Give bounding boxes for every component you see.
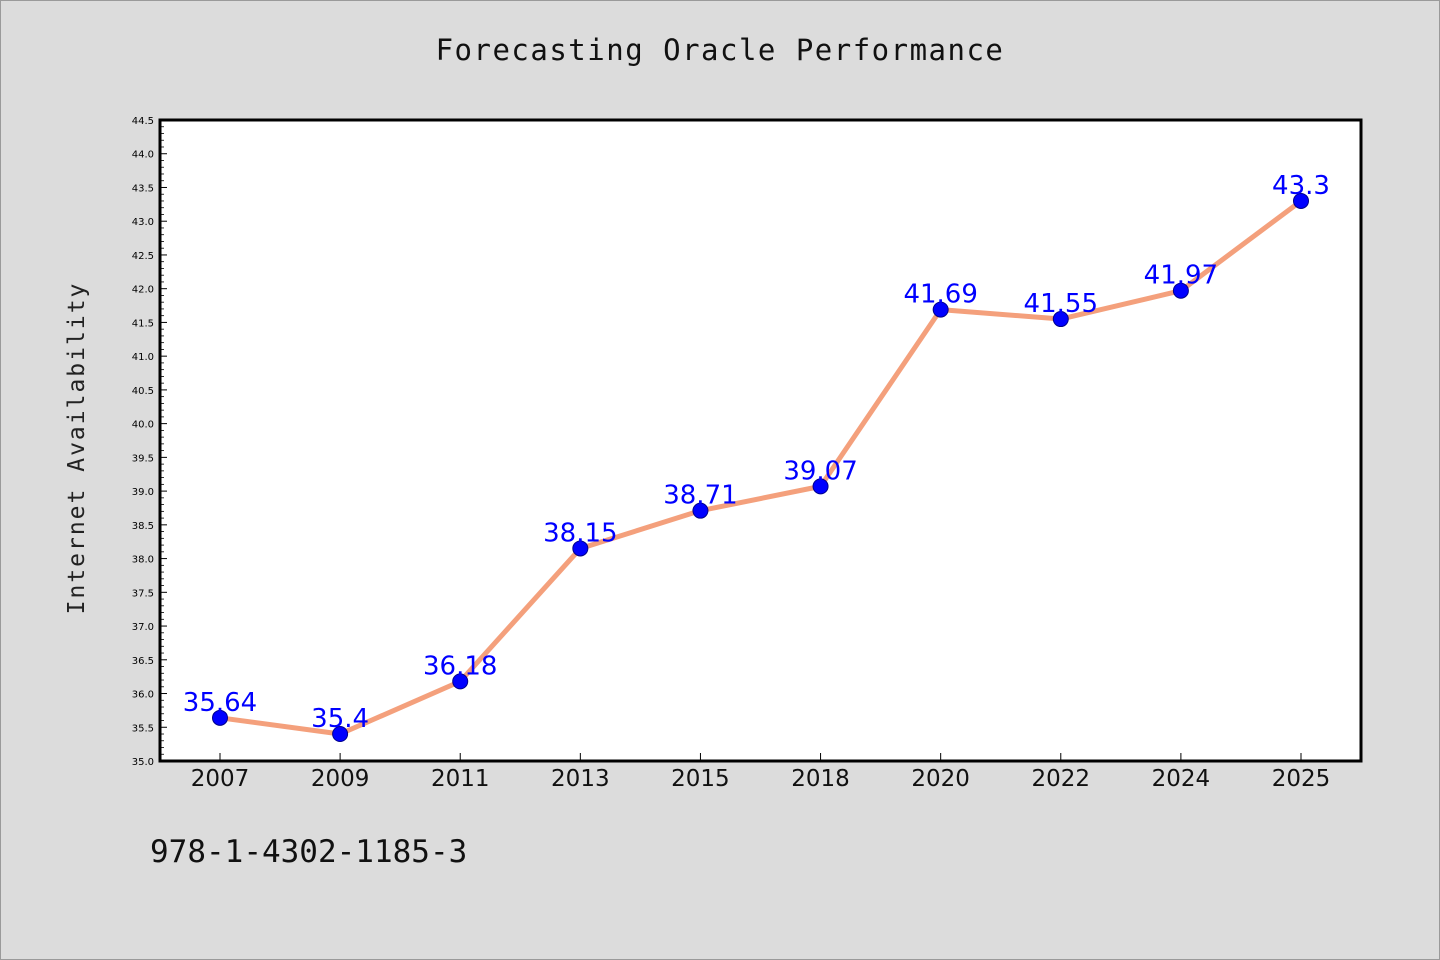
- data-point: [572, 540, 589, 557]
- y-tick-label: 38.0: [132, 555, 154, 566]
- x-tick-label: 2015: [671, 766, 730, 792]
- series-line-group: [217, 198, 1304, 737]
- chart-title: Forecasting Oracle Performance: [435, 33, 1005, 67]
- y-tick-label: 36.5: [132, 656, 154, 667]
- footer-identifier: 978-1-4302-1185-3: [150, 834, 468, 870]
- y-tick-label: 44.0: [132, 150, 154, 161]
- y-tick-label: 35.0: [132, 757, 154, 768]
- y-tick-label: 43.5: [132, 183, 154, 194]
- data-label: 38.71: [663, 481, 737, 511]
- x-tick-label: 2018: [791, 766, 850, 792]
- y-tick-label: 35.5: [132, 723, 154, 734]
- data-point: [452, 673, 469, 690]
- data-point: [332, 726, 349, 743]
- y-tick-label: 40.0: [132, 420, 154, 431]
- y-tick-label: 38.5: [132, 521, 154, 532]
- data-label: 43.3: [1272, 171, 1330, 201]
- y-tick-label: 39.0: [132, 487, 154, 498]
- x-tick-label: 2020: [911, 766, 970, 792]
- data-point: [692, 502, 709, 519]
- data-point: [1172, 282, 1189, 299]
- data-label: 41.97: [1144, 261, 1218, 291]
- data-points: [212, 192, 1309, 743]
- x-tick-label: 2022: [1032, 766, 1091, 792]
- data-point: [812, 478, 829, 495]
- data-labels: 35.64 35.4 36.18 38.15 38.71 39.07 41.69 41.55 4…: [183, 171, 1330, 734]
- y-tick-label: 44.5: [132, 116, 154, 127]
- x-tick-label: 2007: [191, 766, 250, 792]
- y-tick-label: 40.5: [132, 386, 154, 397]
- x-axis: 2007 2009 2011 2013 2015 2018 2020 2022 2024 2025: [191, 753, 1331, 792]
- x-tick-label: 2025: [1272, 766, 1331, 792]
- data-point: [1052, 311, 1069, 328]
- x-tick-label: 2013: [551, 766, 610, 792]
- y-tick-label: 42.5: [132, 251, 154, 262]
- data-label: 35.4: [311, 704, 369, 734]
- data-point: [932, 301, 949, 318]
- data-label: 38.15: [543, 518, 617, 548]
- y-tick-label: 39.5: [132, 453, 154, 464]
- series-line: [217, 198, 1304, 737]
- data-label: 39.07: [783, 456, 857, 486]
- y-tick-label: 43.0: [132, 217, 154, 228]
- y-tick-label: 37.5: [132, 588, 154, 599]
- x-tick-label: 2024: [1152, 766, 1211, 792]
- x-tick-label: 2011: [431, 766, 490, 792]
- data-label: 41.55: [1024, 289, 1098, 319]
- plot-area: [158, 118, 1363, 763]
- data-point: [1293, 192, 1309, 209]
- y-tick-label: 41.5: [132, 318, 154, 329]
- data-label: 41.69: [903, 280, 977, 310]
- data-label: 35.64: [183, 688, 257, 718]
- data-point: [212, 709, 228, 726]
- y-axis: 35.0 35.5 36.0 36.5 37.0 37.5 38.0 38.5 39.0 39.5…: [132, 116, 167, 768]
- y-tick-label: 36.0: [132, 690, 154, 701]
- x-tick-label: 2009: [311, 766, 370, 792]
- y-tick-label: 41.0: [132, 352, 154, 363]
- y-tick-label: 37.0: [132, 622, 154, 633]
- data-label: 36.18: [423, 651, 497, 681]
- y-tick-label: 42.0: [132, 285, 154, 296]
